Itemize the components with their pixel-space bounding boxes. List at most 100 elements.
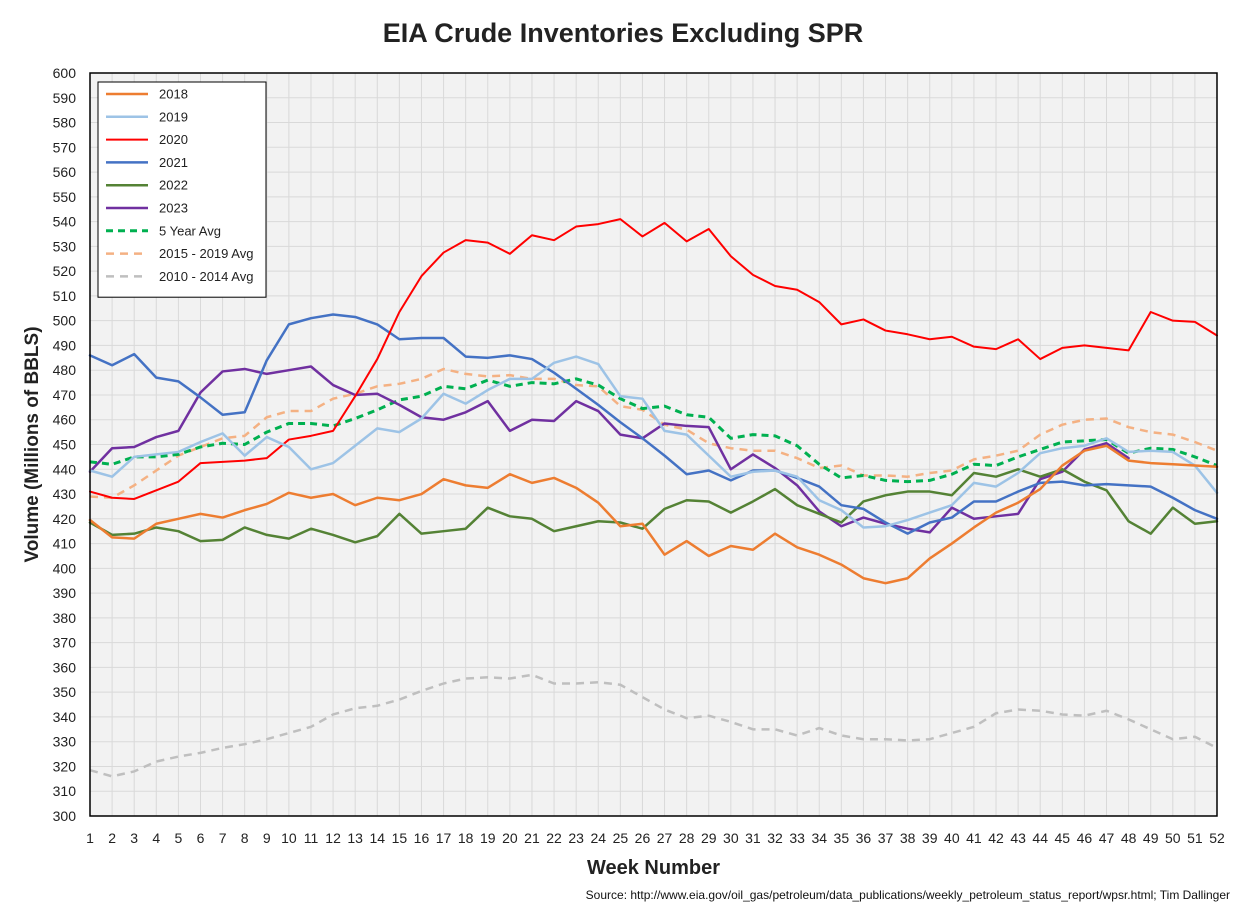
y-tick-label: 410: [53, 536, 77, 552]
series-line-2019: [88, 355, 1219, 529]
x-tick-label: 43: [1010, 830, 1026, 846]
y-tick-label: 570: [53, 139, 77, 155]
legend-label: 2023: [159, 201, 188, 216]
x-tick-label: 30: [723, 830, 739, 846]
y-tick-label: 560: [53, 164, 77, 180]
y-tick-label: 330: [53, 734, 77, 750]
x-tick-label: 32: [767, 830, 783, 846]
y-tick-label: 300: [53, 808, 77, 824]
y-tick-label: 490: [53, 337, 77, 353]
x-tick-label: 14: [369, 830, 385, 846]
x-tick-label: 38: [900, 830, 916, 846]
chart-title: EIA Crude Inventories Excluding SPR: [382, 18, 864, 48]
x-tick-label: 7: [219, 830, 227, 846]
y-tick-labels: 300 310 320 330 340 350 360 370 380 390 400 410 420 4…: [53, 65, 77, 824]
legend-label: 5 Year Avg: [159, 223, 221, 238]
x-tick-label: 3: [130, 830, 138, 846]
x-tick-label: 41: [966, 830, 982, 846]
x-tick-label: 5: [174, 830, 182, 846]
legend-label: 2015 - 2019 Avg: [159, 246, 253, 261]
x-tick-label: 46: [1077, 830, 1093, 846]
x-tick-label: 31: [745, 830, 761, 846]
x-tick-label: 10: [281, 830, 297, 846]
y-tick-label: 500: [53, 313, 77, 329]
legend-label: 2021: [159, 155, 188, 170]
x-tick-label: 47: [1099, 830, 1115, 846]
x-tick-label: 49: [1143, 830, 1159, 846]
legend-label: 2020: [159, 132, 188, 147]
y-tick-label: 450: [53, 437, 77, 453]
x-tick-label: 2: [108, 830, 116, 846]
x-tick-label: 9: [263, 830, 271, 846]
x-tick-label: 4: [152, 830, 160, 846]
x-tick-label: 15: [392, 830, 408, 846]
y-tick-label: 580: [53, 115, 77, 131]
x-tick-label: 37: [878, 830, 894, 846]
y-tick-label: 320: [53, 758, 77, 774]
x-tick-label: 34: [811, 830, 827, 846]
y-tick-label: 390: [53, 585, 77, 601]
x-tick-label: 8: [241, 830, 249, 846]
y-tick-label: 400: [53, 560, 77, 576]
x-tick-label: 13: [347, 830, 363, 846]
y-tick-label: 380: [53, 610, 77, 626]
y-axis-label: Volume (Millions of BBLS): [22, 326, 43, 562]
x-tick-label: 26: [635, 830, 651, 846]
x-tick-label: 11: [304, 830, 319, 846]
x-tick-label: 29: [701, 830, 717, 846]
x-tick-label: 39: [922, 830, 938, 846]
y-tick-label: 460: [53, 412, 77, 428]
y-tick-label: 310: [53, 783, 77, 799]
x-tick-label: 51: [1187, 830, 1203, 846]
x-tick-label: 21: [524, 830, 540, 846]
series-line-2020: [89, 218, 1218, 500]
y-tick-label: 530: [53, 238, 77, 254]
x-tick-label: 12: [325, 830, 341, 846]
x-tick-label: 27: [657, 830, 673, 846]
x-tick-label: 22: [546, 830, 562, 846]
x-tick-label: 36: [856, 830, 872, 846]
y-tick-label: 430: [53, 486, 77, 502]
legend: 2018 2019 2020 2021 2022 2023 5 Year Avg 2015 -…: [97, 81, 267, 298]
x-tick-label: 45: [1055, 830, 1071, 846]
y-tick-label: 520: [53, 263, 77, 279]
x-tick-label: 44: [1032, 830, 1048, 846]
y-tick-label: 360: [53, 659, 77, 675]
series-line-5-year-avg: [89, 377, 1218, 484]
plot-border: [89, 72, 1218, 817]
y-tick-label: 370: [53, 635, 77, 651]
x-tick-label: 35: [834, 830, 850, 846]
x-tick-label: 48: [1121, 830, 1137, 846]
x-axis-label: Week Number: [587, 857, 720, 879]
series-line-2023: [88, 365, 1130, 534]
series-line-2015-2019-avg: [89, 367, 1218, 499]
x-tick-label: 18: [458, 830, 474, 846]
x-tick-label: 28: [679, 830, 695, 846]
y-tick-label: 540: [53, 214, 77, 230]
series-line-2018: [88, 444, 1219, 585]
x-tick-label: 42: [988, 830, 1004, 846]
x-tick-label: 23: [568, 830, 584, 846]
x-tick-label: 6: [197, 830, 205, 846]
legend-label: 2018: [159, 87, 188, 102]
y-tick-label: 550: [53, 189, 77, 205]
series-lines: [88, 218, 1219, 778]
series-line-2021: [88, 313, 1219, 535]
legend-label: 2010 - 2014 Avg: [159, 269, 253, 284]
x-tick-labels: 1 2 3 4 5 6 7 8 9 10 11 12 13 14 15 16 17 18 19 20 21 22 23 24 2…: [86, 830, 1225, 846]
y-tick-label: 350: [53, 684, 77, 700]
x-tick-label: 33: [789, 830, 805, 846]
x-tick-label: 24: [590, 830, 606, 846]
y-tick-label: 420: [53, 511, 77, 527]
x-tick-label: 16: [414, 830, 430, 846]
x-tick-label: 52: [1209, 830, 1225, 846]
y-tick-label: 470: [53, 387, 77, 403]
x-tick-label: 19: [480, 830, 496, 846]
y-tick-label: 340: [53, 709, 77, 725]
x-tick-label: 17: [436, 830, 452, 846]
y-tick-label: 440: [53, 461, 77, 477]
x-tick-label: 20: [502, 830, 518, 846]
x-tick-label: 50: [1165, 830, 1181, 846]
y-tick-label: 510: [53, 288, 77, 304]
